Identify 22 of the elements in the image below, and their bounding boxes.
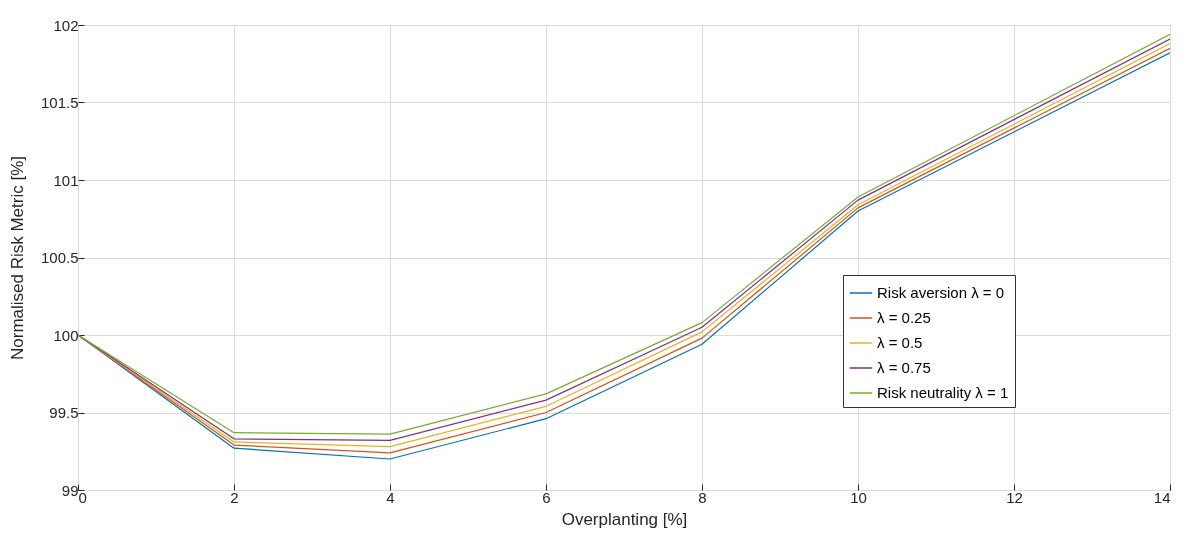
- y-tick-label: 99: [61, 481, 79, 499]
- x-tick-label: 6: [542, 488, 551, 506]
- y-tick-label: 101: [53, 171, 79, 189]
- x-tick-label: 8: [698, 488, 707, 506]
- legend-label: λ = 0.25: [877, 309, 931, 326]
- x-tick-label: 12: [1006, 488, 1023, 506]
- y-tick-label: 102: [53, 16, 79, 34]
- x-axis-title: Overplanting [%]: [561, 509, 688, 529]
- y-tick-label: 100.5: [40, 249, 79, 266]
- y-tick-label: 100: [53, 326, 79, 344]
- legend-label: λ = 0.5: [877, 334, 923, 351]
- x-tick-label: 10: [850, 488, 867, 506]
- legend-label: Risk neutrality λ = 1: [877, 384, 1009, 401]
- x-tick-label: 4: [386, 488, 395, 506]
- x-tick-label: 2: [230, 488, 239, 506]
- legend-label: λ = 0.75: [877, 359, 931, 376]
- x-tick-label: 14: [1153, 488, 1171, 506]
- y-tick-label: 101.5: [40, 94, 79, 111]
- y-tick-label: 99.5: [49, 404, 79, 421]
- y-axis-title: Normalised Risk Metric [%]: [7, 155, 27, 361]
- legend-label: Risk aversion λ = 0: [877, 284, 1005, 301]
- x-tick-label: 0: [78, 488, 87, 506]
